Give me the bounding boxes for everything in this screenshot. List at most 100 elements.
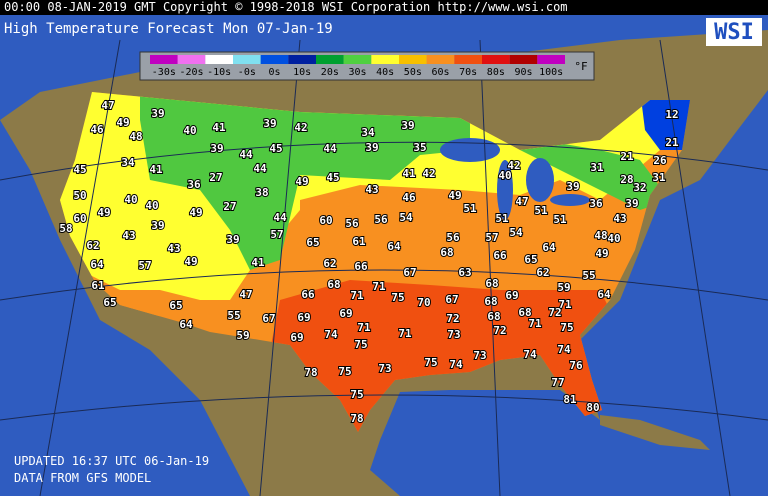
temperature-label: 68: [485, 277, 498, 290]
temperature-label: 75: [338, 365, 351, 378]
temperature-label: 47: [239, 288, 252, 301]
legend-swatch: [482, 55, 510, 64]
legend-label: 80s: [487, 67, 505, 78]
temperature-label: 49: [295, 175, 308, 188]
temperature-label: 21: [620, 150, 634, 163]
legend-swatch: [454, 55, 482, 64]
temperature-label: 36: [589, 197, 603, 210]
temperature-label: 51: [495, 212, 509, 225]
temperature-label: 43: [365, 183, 378, 196]
land: [600, 415, 710, 450]
legend-label: 50s: [404, 67, 422, 78]
header-bar: [0, 0, 768, 15]
temperature-label: 43: [613, 212, 626, 225]
temperature-label: 50: [73, 189, 86, 202]
temperature-label: 54: [509, 226, 523, 239]
temperature-label: 72: [446, 312, 459, 325]
graticule: [0, 39, 768, 496]
temperature-label: 60: [73, 212, 86, 225]
temperature-label: 65: [306, 236, 319, 249]
temperature-label: 49: [116, 116, 129, 129]
temperature-label: 56: [446, 231, 460, 244]
temperature-label: 46: [90, 123, 104, 136]
temperature-label: 45: [269, 142, 282, 155]
temperature-label: 58: [59, 222, 72, 235]
temperature-label: 45: [73, 163, 86, 176]
temperature-label: 78: [304, 366, 317, 379]
temperature-label: 39: [401, 119, 414, 132]
legend-label: -30s: [152, 67, 176, 78]
temperature-label: 73: [473, 349, 486, 362]
temperature-label: 42: [294, 121, 307, 134]
legend-swatch: [316, 55, 344, 64]
temperature-label: 61: [352, 235, 366, 248]
temperature-label: 63: [458, 266, 471, 279]
legend-label: 40s: [376, 67, 394, 78]
temperature-label: 26: [653, 154, 667, 167]
temperature-label: 74: [523, 348, 537, 361]
temperature-label: 44: [323, 142, 337, 155]
temperature-label: 67: [262, 312, 275, 325]
temperature-label: 39: [365, 141, 378, 154]
temperature-label: 64: [542, 241, 556, 254]
temperature-label: 66: [301, 288, 315, 301]
temperature-label: 70: [417, 296, 430, 309]
legend-label: 10s: [293, 67, 311, 78]
temperature-label: 38: [255, 186, 268, 199]
temperature-label: 55: [227, 309, 240, 322]
lake: [497, 160, 513, 220]
temperature-label: 41: [251, 256, 265, 269]
temperature-label: 68: [487, 310, 500, 323]
temperature-label: 42: [422, 167, 435, 180]
legend-swatch: [205, 55, 233, 64]
temperature-label: 27: [209, 171, 222, 184]
temperature-label: 62: [86, 239, 99, 252]
temperature-label: 71: [350, 289, 364, 302]
temperature-label: 39: [151, 219, 164, 232]
temperature-label: 69: [290, 331, 303, 344]
temperature-label: 47: [515, 195, 528, 208]
temperature-label: 57: [270, 228, 283, 241]
temperature-label: 66: [493, 249, 507, 262]
temperature-label: 71: [372, 280, 386, 293]
legend-swatch: [288, 55, 316, 64]
temperature-label: 68: [440, 246, 453, 259]
temperature-label: 75: [350, 388, 363, 401]
temperature-label: 74: [324, 328, 338, 341]
temperature-label: 39: [226, 233, 239, 246]
temperature-label: 77: [551, 376, 564, 389]
temperature-label: 48: [594, 229, 607, 242]
lake: [440, 138, 500, 162]
temperature-label: 67: [403, 266, 416, 279]
legend: -30s -20s -10s -0s 0s 10s 20s 30s 40s 50s 60s 70s 80…: [150, 55, 588, 78]
temperature-label: 12: [665, 108, 678, 121]
temperature-label: 65: [169, 299, 182, 312]
legend-swatch: [233, 55, 261, 64]
temperature-label: 55: [582, 269, 595, 282]
legend-swatch: [399, 55, 427, 64]
temperature-label: 59: [557, 281, 570, 294]
temperature-label: 75: [424, 356, 437, 369]
temperature-label: 41: [149, 163, 163, 176]
temperature-label: 64: [597, 288, 611, 301]
temperature-label: 64: [90, 258, 104, 271]
legend-label: 60s: [431, 67, 449, 78]
temperature-label: 68: [327, 278, 340, 291]
temperature-label: 49: [189, 206, 202, 219]
temperature-label: 69: [297, 311, 310, 324]
temperature-label: 72: [548, 306, 561, 319]
temperature-label: 31: [590, 161, 604, 174]
footer-source: DATA FROM GFS MODEL: [14, 471, 151, 485]
legend-swatch: [177, 55, 206, 64]
temperature-label: 39: [210, 142, 223, 155]
temperature-label: 75: [354, 338, 367, 351]
temperature-label: 74: [449, 358, 463, 371]
temperature-label: 56: [345, 217, 359, 230]
legend-label: 20s: [321, 67, 339, 78]
temperature-label: 40: [183, 124, 196, 137]
map-title: High Temperature Forecast Mon 07-Jan-19: [4, 21, 333, 37]
legend-swatch: [426, 55, 455, 64]
temperature-label: 40: [607, 232, 620, 245]
